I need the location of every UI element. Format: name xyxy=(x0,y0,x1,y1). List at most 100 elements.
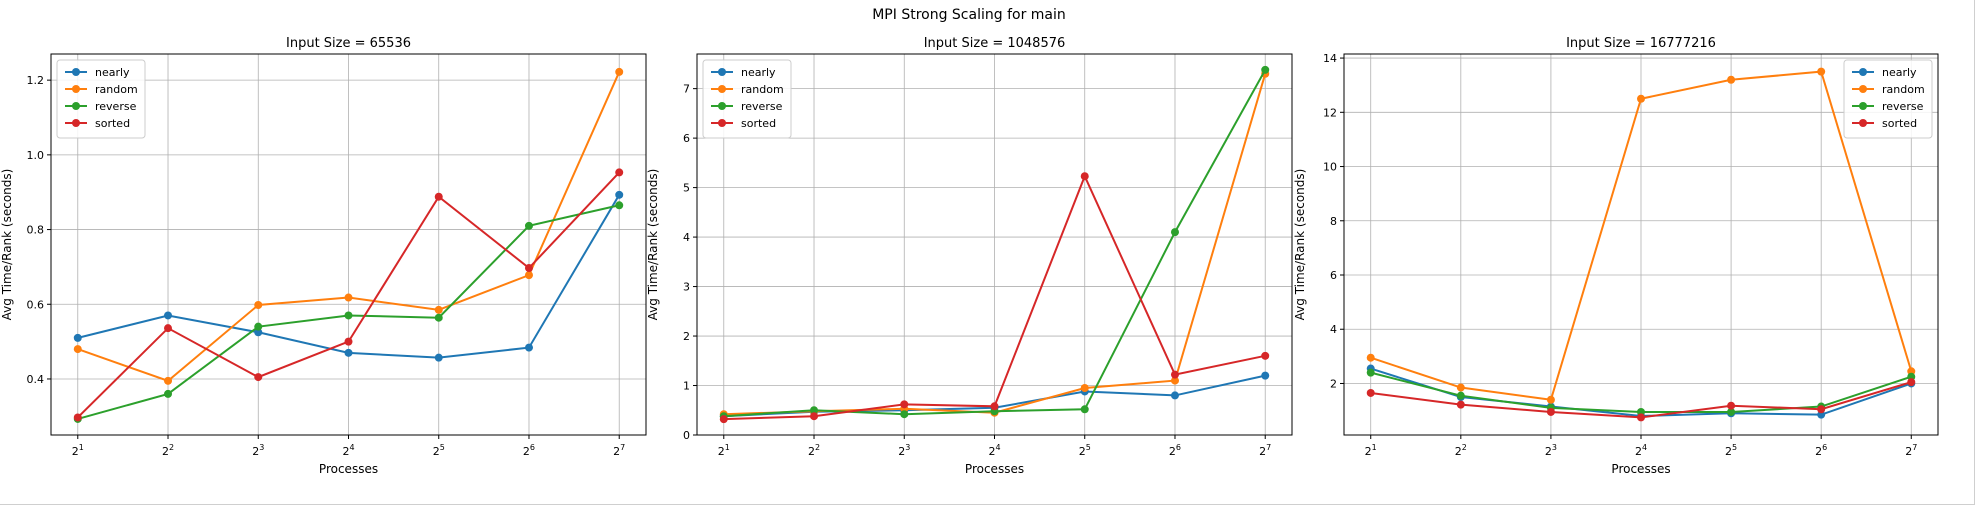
data-point-sorted xyxy=(434,192,443,201)
data-point-random xyxy=(1637,94,1645,103)
data-point-reverse xyxy=(1727,407,1736,416)
y-tick-label: 0 xyxy=(683,429,690,442)
y-tick-label: 10 xyxy=(1323,161,1337,174)
data-point-sorted xyxy=(1637,413,1645,422)
y-tick-label: 6 xyxy=(1330,269,1337,282)
legend-label: reverse xyxy=(95,100,137,113)
legend-swatch-marker xyxy=(1859,85,1867,93)
legend-swatch-marker xyxy=(72,85,80,93)
x-tick-label: 26 xyxy=(1815,443,1827,458)
subplot-title: Input Size = 65536 xyxy=(286,36,411,51)
y-tick-label: 2 xyxy=(683,330,690,343)
data-point-random xyxy=(1366,353,1375,362)
legend-swatch-marker xyxy=(718,119,726,127)
x-tick-label: 22 xyxy=(162,443,174,458)
legend-label: sorted xyxy=(741,117,776,130)
data-point-nearly xyxy=(434,353,443,362)
x-axis-label: Processes xyxy=(965,462,1024,476)
legend-label: reverse xyxy=(1882,100,1924,113)
data-point-reverse xyxy=(1261,65,1270,74)
subplot-1: 21 22 23 24 25 26 27 0.4 0.6 0.8 1.0 1.2 Input Size … xyxy=(0,36,647,476)
y-tick-label: 1 xyxy=(683,380,690,393)
y-tick-label: 3 xyxy=(683,281,690,294)
data-point-random xyxy=(1817,67,1826,76)
y-tick-label: 1.2 xyxy=(27,74,45,87)
data-point-random xyxy=(524,271,533,280)
y-axis-label: Avg Time/Rank (seconds) xyxy=(0,169,14,321)
x-tick-label: 26 xyxy=(523,443,535,458)
legend-box xyxy=(702,59,792,139)
data-point-random xyxy=(1456,383,1465,392)
data-point-random xyxy=(434,305,443,314)
data-point-reverse xyxy=(434,313,443,322)
y-tick-label: 5 xyxy=(683,182,690,195)
data-point-nearly xyxy=(254,328,263,337)
legend: nearly random reverse sorted xyxy=(702,59,792,139)
legend-swatch-marker xyxy=(72,119,80,127)
data-point-random xyxy=(1546,395,1555,404)
y-tick-label: 8 xyxy=(1330,215,1337,228)
y-tick-label: 12 xyxy=(1323,106,1337,119)
x-tick-label: 24 xyxy=(342,443,354,458)
data-point-sorted xyxy=(1170,370,1179,379)
data-point-sorted xyxy=(1907,378,1916,387)
data-point-sorted xyxy=(810,412,819,421)
data-point-nearly xyxy=(615,190,624,199)
data-point-sorted xyxy=(1080,172,1089,181)
x-tick-label: 24 xyxy=(1635,443,1647,458)
x-tick-label: 21 xyxy=(72,443,84,458)
data-point-reverse xyxy=(524,221,533,230)
data-point-sorted xyxy=(1817,405,1826,414)
data-point-reverse xyxy=(164,389,173,398)
legend: nearly random reverse sorted xyxy=(1843,59,1933,139)
x-tick-label: 23 xyxy=(898,443,910,458)
legend-label: random xyxy=(95,83,138,96)
subplot-title: Input Size = 1048576 xyxy=(924,36,1066,51)
x-axis-label: Processes xyxy=(1611,462,1670,476)
legend-swatch-marker xyxy=(72,68,80,76)
x-tick-label: 22 xyxy=(808,443,820,458)
legend-swatch-marker xyxy=(718,102,726,110)
x-tick-label: 23 xyxy=(1545,443,1557,458)
legend-box xyxy=(56,59,146,139)
data-point-sorted xyxy=(615,168,624,177)
legend-label: reverse xyxy=(741,100,783,113)
data-point-random xyxy=(164,376,173,385)
legend-swatch-marker xyxy=(1859,119,1867,127)
subplot-title: Input Size = 16777216 xyxy=(1566,36,1716,51)
x-tick-label: 21 xyxy=(1365,443,1377,458)
legend-label: sorted xyxy=(1882,117,1917,130)
legend: nearly random reverse sorted xyxy=(56,59,146,139)
data-point-sorted xyxy=(1727,401,1736,410)
y-tick-label: 4 xyxy=(1330,323,1337,336)
data-point-sorted xyxy=(900,400,909,409)
data-point-nearly xyxy=(164,311,173,320)
data-point-sorted xyxy=(254,373,263,382)
legend-swatch-marker xyxy=(1859,102,1867,110)
data-point-reverse xyxy=(1456,391,1465,400)
data-point-reverse xyxy=(1170,228,1179,237)
x-axis-label: Processes xyxy=(319,462,378,476)
data-point-nearly xyxy=(1170,391,1179,400)
data-point-sorted xyxy=(990,402,999,411)
data-point-sorted xyxy=(1366,388,1375,397)
legend-swatch-marker xyxy=(72,102,80,110)
legend-swatch-marker xyxy=(1859,68,1867,76)
data-point-random xyxy=(615,67,624,76)
data-point-sorted xyxy=(344,337,353,346)
legend-swatch-marker xyxy=(718,85,726,93)
data-point-reverse xyxy=(254,322,263,331)
figure-title: MPI Strong Scaling for main xyxy=(872,7,1066,23)
legend-label: random xyxy=(1882,83,1925,96)
legend-label: nearly xyxy=(741,66,776,79)
x-tick-label: 23 xyxy=(252,443,264,458)
y-tick-label: 0.8 xyxy=(27,224,45,237)
y-axis-label: Avg Time/Rank (seconds) xyxy=(646,169,660,321)
data-point-random xyxy=(73,345,82,354)
data-point-random xyxy=(254,301,263,310)
y-tick-label: 14 xyxy=(1323,52,1337,65)
figure-frame xyxy=(0,0,1975,505)
legend-label: sorted xyxy=(95,117,130,130)
